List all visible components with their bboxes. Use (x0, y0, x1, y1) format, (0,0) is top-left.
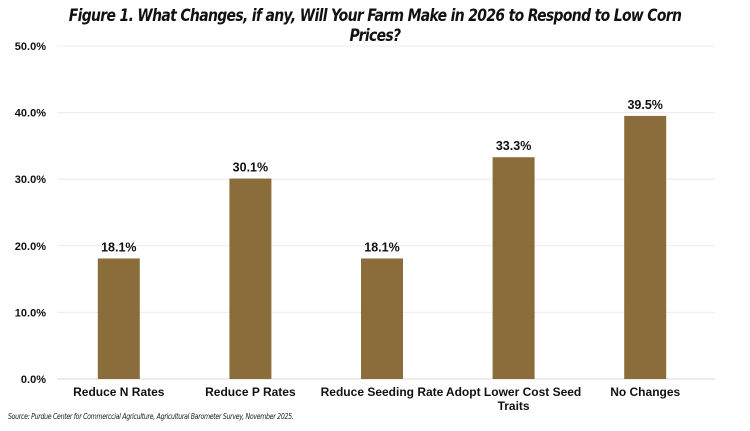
data-label: 39.5% (627, 98, 662, 112)
chart-title: Figure 1. What Changes, if any, Will You… (68, 6, 682, 46)
y-tick-label: 30.0% (15, 174, 46, 186)
bar (492, 157, 535, 379)
data-label: 30.1% (233, 161, 268, 175)
data-label: 18.1% (101, 240, 136, 254)
x-tick-label: Reduce Seeding Rate (321, 385, 444, 399)
x-tick-label: No Changes (610, 385, 680, 399)
x-tick-label: Adopt Lower Cost Seed Traits (446, 385, 581, 413)
y-tick-label: 20.0% (15, 241, 46, 253)
bar (229, 178, 272, 379)
x-tick-label: Reduce N Rates (73, 385, 165, 399)
y-tick-label: 0.0% (21, 374, 46, 386)
y-tick-label: 10.0% (15, 307, 46, 319)
y-tick-label: 50.0% (15, 41, 46, 53)
source-note: Source: Purdue Center for Commerccial Ag… (8, 412, 294, 421)
data-label: 33.3% (496, 139, 531, 153)
bar (361, 258, 403, 379)
bar (624, 115, 667, 380)
y-tick-label: 40.0% (15, 108, 46, 120)
bar (97, 258, 140, 379)
x-tick-label: Reduce P Rates (205, 385, 296, 399)
data-label: 18.1% (364, 240, 399, 254)
